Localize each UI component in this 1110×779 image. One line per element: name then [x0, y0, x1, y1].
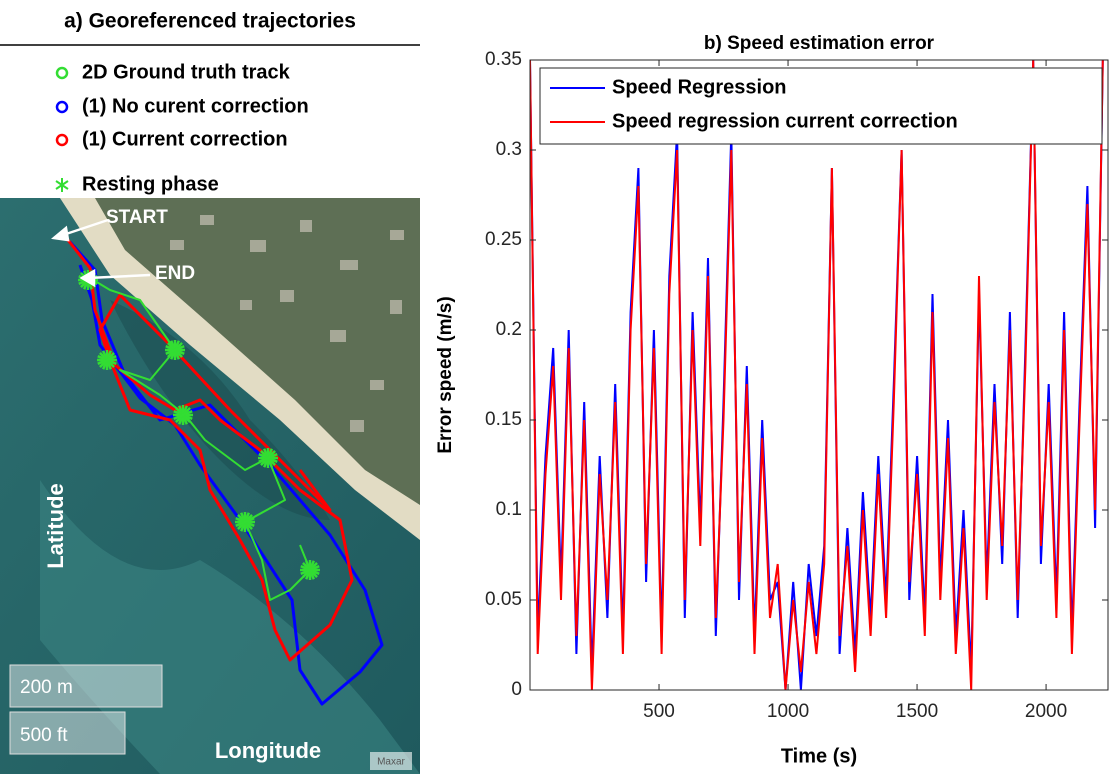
arrows [51, 218, 151, 288]
attribution: Maxar [377, 757, 405, 768]
plot-frame [529, 59, 1109, 691]
y-tick-label: 0.35 [485, 49, 522, 70]
legend-box [0, 0, 420, 198]
chart-title: b) Speed estimation error [704, 33, 935, 54]
legend-label: 2D Ground truth track [82, 61, 291, 83]
y-tick-label: 0.3 [496, 139, 522, 160]
start-label: START [106, 207, 168, 228]
star-stroke [165, 345, 185, 355]
end-label: END [155, 263, 195, 284]
trajectory-ground-truth [84, 274, 311, 601]
legend-label: (1) Current correction [82, 128, 288, 150]
y-tick-label: 0.25 [485, 229, 522, 250]
x-tick-label: 2000 [1025, 701, 1067, 722]
star-stroke [55, 180, 69, 190]
legend-label: Resting phase [82, 173, 219, 195]
star-stroke [258, 453, 278, 463]
y-axis-label: Error speed (m/s) [435, 296, 456, 453]
trajectory-correction [66, 239, 354, 662]
trajectory-no-correction [68, 241, 384, 706]
legend-box [539, 67, 1103, 145]
y-tick-label: 0.2 [496, 319, 522, 340]
latitude-label: Latitude [43, 483, 68, 569]
x-axis-label: Time (s) [781, 745, 857, 767]
x-tick-label: 1500 [896, 701, 938, 722]
y-tick-label: 0.15 [485, 409, 522, 430]
legend-marker [55, 100, 69, 114]
star-stroke [235, 517, 255, 527]
scale-metric: 200 m [20, 677, 73, 698]
legend-marker-star [55, 178, 69, 192]
series-group [530, 60, 1104, 690]
trajectories [66, 239, 384, 706]
resting-phases [78, 270, 320, 580]
scale-metric-box [9, 664, 163, 708]
x-tick-label: 1000 [767, 701, 809, 722]
longitude-label: Longitude [215, 738, 321, 763]
line-chart: b) Speed estimation error Time (s) Error… [435, 33, 1109, 767]
star-stroke [173, 410, 193, 420]
scale-imperial: 500 ft [20, 725, 68, 746]
land [75, 198, 420, 505]
star-stroke [97, 355, 117, 365]
legend-marker [55, 66, 69, 80]
legend-label: (1) No curent correction [82, 95, 309, 117]
x-tick-label: 500 [643, 701, 675, 722]
beach [60, 198, 420, 540]
legend-marker [55, 133, 69, 147]
map-panel: a) Georeferenced trajectories 2D Ground … [0, 0, 420, 774]
series-line [530, 60, 1104, 690]
y-tick-label: 0.05 [485, 589, 522, 610]
panel-title: a) Georeferenced trajectories [64, 10, 356, 33]
houses [170, 215, 404, 432]
y-tick-label: 0 [511, 679, 522, 700]
star-stroke [300, 565, 320, 575]
map-legend: 2D Ground truth track (1) No curent corre… [55, 61, 309, 195]
legend-label: Speed Regression [612, 76, 787, 98]
scale-imperial-box [9, 711, 126, 755]
attribution-box [370, 752, 412, 770]
legend-label: Speed regression current correction [612, 110, 958, 132]
y-tick-label: 0.1 [496, 499, 522, 520]
